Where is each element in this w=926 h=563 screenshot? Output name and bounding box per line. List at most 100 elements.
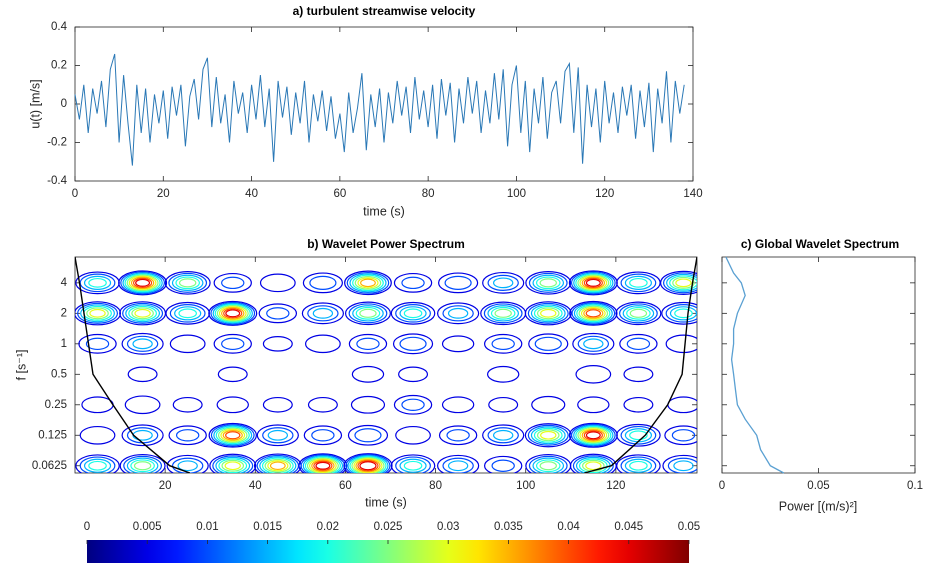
- contour-line: [666, 273, 697, 292]
- contour-line: [312, 307, 334, 319]
- x-tick-label: 0: [72, 188, 78, 200]
- contour-line: [401, 398, 425, 411]
- contour-line: [665, 304, 697, 323]
- y-label-b: f [s⁻¹]: [14, 350, 28, 381]
- y-tick-label: 0.25: [45, 399, 67, 411]
- contour-line: [536, 429, 560, 442]
- contour-line: [213, 333, 252, 354]
- contour-line: [124, 273, 161, 293]
- contour-line: [118, 270, 168, 296]
- contour-line: [403, 308, 423, 319]
- contour-line: [302, 455, 344, 473]
- contour-line: [81, 396, 114, 414]
- contour-line: [583, 277, 603, 288]
- x-tick-label: 120: [606, 480, 625, 492]
- contour-line: [209, 453, 257, 473]
- y-tick-label: 0.0625: [32, 460, 67, 472]
- contour-line: [576, 304, 611, 323]
- contour-line: [223, 308, 243, 319]
- contour-line: [575, 364, 612, 384]
- contour-line: [356, 337, 380, 351]
- colorbar-tick-label: 0.02: [317, 521, 339, 533]
- contour-line: [88, 277, 107, 288]
- x-tick-label: 0.1: [907, 480, 923, 492]
- contour-line: [307, 396, 338, 413]
- contour-line: [662, 454, 697, 473]
- contour-line: [403, 460, 423, 471]
- x-tick-label: 40: [245, 188, 258, 200]
- contour-line: [344, 270, 392, 296]
- y-tick-label: 1: [61, 338, 67, 350]
- x-tick-label: 120: [595, 188, 614, 200]
- contour-line: [571, 302, 616, 325]
- colorbar-tick-label: 0: [84, 521, 90, 533]
- contour-line: [306, 457, 339, 473]
- contour-line: [487, 305, 519, 322]
- contour-line: [629, 308, 648, 318]
- velocity-line: [74, 53, 685, 166]
- contour-line: [315, 461, 331, 470]
- contour-line: [350, 395, 386, 414]
- colorbar-tick-label: 0.04: [557, 521, 580, 533]
- contour-line: [674, 308, 693, 319]
- colorbar-tick-label: 0.035: [494, 521, 523, 533]
- contour-line: [579, 428, 608, 443]
- contour-line: [124, 395, 161, 415]
- contour-line: [126, 457, 159, 473]
- contour-line: [213, 272, 252, 293]
- cone-of-influence: [75, 257, 697, 473]
- contour-line: [446, 429, 470, 442]
- contour-line: [171, 274, 204, 292]
- contour-line: [437, 454, 480, 473]
- contour-line: [671, 429, 696, 442]
- y-tick-label: 4: [61, 277, 68, 289]
- contour-line: [126, 274, 159, 292]
- contour-line: [672, 276, 695, 289]
- contour-line: [354, 428, 382, 443]
- x-label-a: time (s): [363, 204, 405, 218]
- contour-line: [572, 332, 615, 355]
- contour-line: [390, 301, 436, 325]
- contour-line: [125, 304, 161, 323]
- contour-line: [175, 276, 200, 290]
- contour-line: [491, 337, 515, 351]
- contour-line: [267, 460, 289, 472]
- contour-line: [581, 429, 606, 442]
- contour-line: [130, 459, 155, 473]
- contour-line: [175, 429, 200, 442]
- contour-line: [301, 302, 344, 325]
- contour-line: [78, 333, 117, 354]
- contour-line: [119, 453, 166, 473]
- contour-line: [351, 365, 385, 383]
- contour-line: [218, 458, 248, 473]
- contour-line: [210, 424, 255, 447]
- contour-line: [532, 457, 565, 473]
- contour-line: [216, 305, 249, 322]
- contour-line: [79, 456, 116, 473]
- contour-line: [615, 301, 662, 326]
- contour-line: [528, 333, 569, 355]
- contour-line: [488, 396, 519, 413]
- contour-line: [354, 275, 382, 290]
- contour-line: [528, 455, 568, 473]
- x-tick-label: 60: [333, 188, 346, 200]
- contour-line: [395, 425, 431, 445]
- contour-line: [401, 276, 425, 290]
- contour-line: [304, 334, 341, 354]
- contour-line: [528, 272, 568, 293]
- contour-line: [309, 275, 337, 290]
- contour-line: [482, 424, 525, 447]
- contour-line: [221, 307, 245, 320]
- contour-line: [530, 304, 566, 323]
- contour-line: [583, 430, 603, 441]
- contour-line: [135, 278, 151, 287]
- contour-line: [483, 333, 523, 354]
- contour-line: [629, 430, 648, 441]
- contour-line: [665, 334, 697, 354]
- contour-line: [585, 431, 601, 440]
- contour-line: [573, 303, 613, 324]
- axes-box: [721, 256, 916, 474]
- x-tick-label: 20: [157, 188, 170, 200]
- contour-line: [221, 337, 245, 351]
- contour-line: [620, 273, 657, 293]
